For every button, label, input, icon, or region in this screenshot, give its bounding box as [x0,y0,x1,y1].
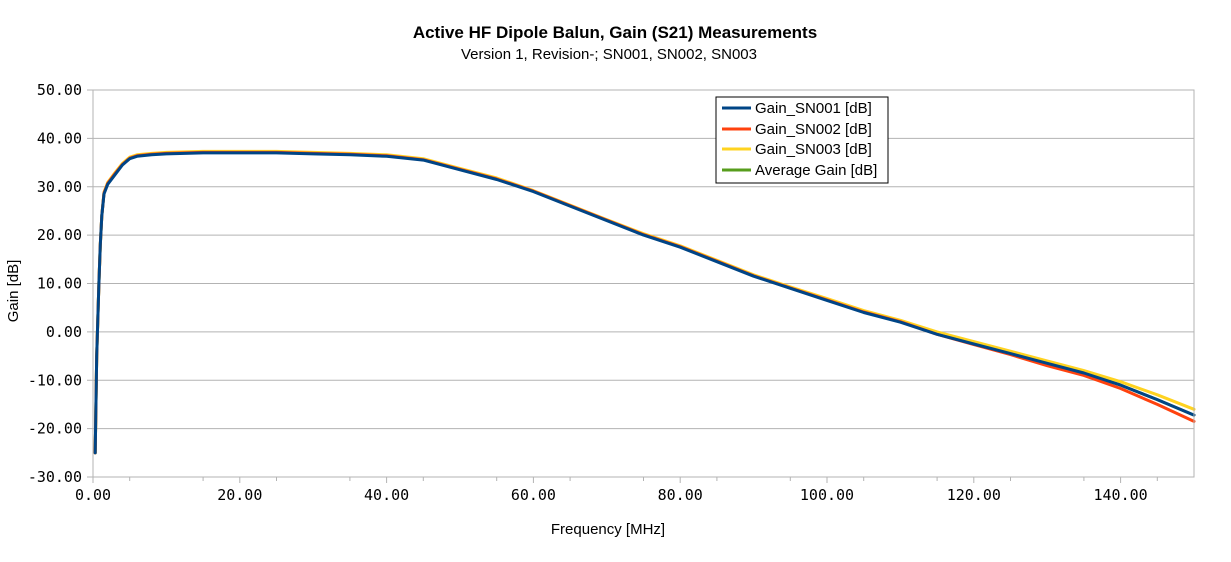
y-tick-label: -20.00 [28,420,82,438]
x-tick-labels: 0.00 20.00 40.00 60.00 80.00 100.00 120.00 140.… [75,486,1148,504]
y-tick-label: 20.00 [37,226,82,244]
x-tick-label: 40.00 [364,486,409,504]
series-line-1 [93,150,1196,455]
series-lines [93,149,1196,455]
legend-label-average: Average Gain [dB] [755,162,877,179]
plot-frame [92,89,1195,478]
y-tick-label: -30.00 [28,468,82,486]
legend: Gain_SN001 [dB] Gain_SN002 [dB] Gain_SN0… [715,96,889,184]
x-axis-label: Frequency [MHz] [551,521,665,538]
chart-title: Active HF Dipole Balun, Gain (S21) Measu… [413,23,817,42]
legend-label-sn003: Gain_SN003 [dB] [755,141,872,158]
legend-label-sn001: Gain_SN001 [dB] [755,100,872,117]
x-tick-label: 120.00 [947,486,1001,504]
legend-label-sn002: Gain_SN002 [dB] [755,121,872,138]
y-tick-label: 0.00 [46,323,82,341]
y-tick-labels: -30.00 -20.00 -10.00 0.00 10.00 20.00 30.00 40.… [28,81,82,486]
y-tick-label: 50.00 [37,81,82,99]
x-tick-label: 20.00 [217,486,262,504]
series-line-0 [93,151,1196,455]
x-tick-label: 80.00 [658,486,703,504]
y-tick-label: 40.00 [37,129,82,147]
y-tick-label: 30.00 [37,178,82,196]
x-tick-label: 100.00 [800,486,854,504]
x-tick-label: 140.00 [1094,486,1148,504]
y-tick-label: -10.00 [28,371,82,389]
x-tick-label: 0.00 [75,486,111,504]
series-line-2 [93,149,1196,455]
series-line-3 [93,150,1196,455]
chart-subtitle: Version 1, Revision-; SN001, SN002, SN00… [461,46,757,63]
gridlines [87,89,1194,483]
y-tick-label: 10.00 [37,275,82,293]
y-axis-label: Gain [dB] [5,260,22,323]
x-tick-label: 60.00 [511,486,556,504]
